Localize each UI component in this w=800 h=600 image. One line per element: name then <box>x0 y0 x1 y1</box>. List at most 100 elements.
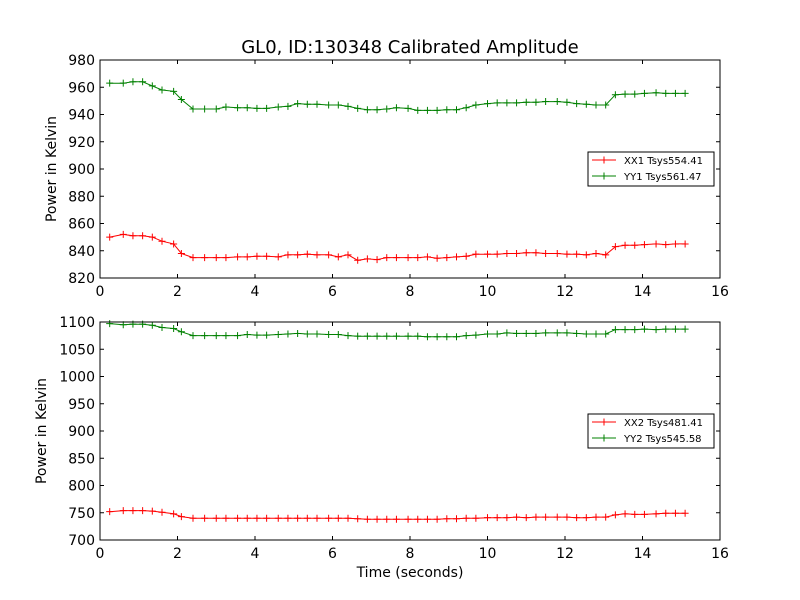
data-point <box>662 509 670 517</box>
data-point <box>222 254 230 262</box>
data-point <box>433 333 441 341</box>
data-point <box>170 87 178 95</box>
data-point <box>592 330 600 338</box>
data-point <box>453 253 460 261</box>
data-point <box>503 514 511 522</box>
x-tick-label: 12 <box>556 546 574 562</box>
data-point <box>681 509 689 517</box>
data-point <box>274 253 282 261</box>
legend-label: YY2 Tsys545.58 <box>623 434 702 445</box>
data-point <box>414 515 422 523</box>
data-point <box>542 329 550 337</box>
series-line-xx2 <box>109 510 686 520</box>
data-point <box>484 250 491 258</box>
x-tick-label: 8 <box>406 284 415 300</box>
data-point <box>177 328 185 336</box>
data-point <box>263 252 271 260</box>
data-point <box>243 253 251 261</box>
data-point <box>363 332 371 340</box>
top-axes: 0 2 4 6 8 10 12 14 16 820 840 860 880 900 920 940 960 980… <box>44 53 729 300</box>
data-point <box>106 320 114 328</box>
data-point <box>392 332 400 340</box>
data-point <box>532 513 540 521</box>
data-point <box>383 515 391 523</box>
data-point <box>303 100 311 108</box>
data-point <box>472 101 480 109</box>
data-point <box>222 103 230 111</box>
data-point <box>392 254 400 262</box>
data-point <box>119 507 127 515</box>
data-point <box>443 106 451 114</box>
data-point <box>484 514 491 522</box>
legend-marker <box>600 434 608 442</box>
data-point <box>404 254 412 262</box>
data-point <box>462 252 470 260</box>
data-point <box>532 249 540 257</box>
data-point <box>313 100 321 108</box>
data-point <box>542 249 550 257</box>
data-point <box>284 251 292 259</box>
data-point <box>354 515 362 523</box>
data-point <box>433 254 441 262</box>
y-tick-label: 900 <box>68 424 95 440</box>
data-point <box>532 329 540 337</box>
data-point <box>652 240 660 248</box>
x-tick-label: 16 <box>711 546 729 562</box>
data-point <box>177 513 185 521</box>
data-point <box>563 98 571 106</box>
y-tick-label: 980 <box>68 53 95 69</box>
data-point <box>294 514 302 522</box>
data-point <box>344 514 352 522</box>
data-point <box>325 251 333 259</box>
data-point <box>563 329 571 337</box>
data-point <box>652 510 660 518</box>
data-point <box>423 333 431 341</box>
data-point <box>170 510 178 518</box>
data-point <box>284 514 292 522</box>
data-point <box>671 509 679 517</box>
data-point <box>234 332 242 340</box>
y-tick-label: 920 <box>68 135 95 151</box>
data-point <box>119 230 127 238</box>
data-point <box>263 331 271 339</box>
data-point <box>503 99 511 107</box>
data-point <box>383 105 391 113</box>
data-point <box>443 333 451 341</box>
x-tick-label: 0 <box>96 284 105 300</box>
x-tick-label: 4 <box>251 546 260 562</box>
y-tick-label: 850 <box>68 451 95 467</box>
data-point <box>363 255 371 263</box>
data-point <box>414 254 422 262</box>
y-axis-label: Power in Kelvin <box>44 116 60 222</box>
data-point <box>453 515 460 523</box>
y-tick-label: 950 <box>68 397 95 413</box>
data-point <box>573 250 581 258</box>
data-point <box>189 514 197 522</box>
data-point <box>325 331 333 339</box>
data-point <box>373 332 381 340</box>
data-point <box>129 507 137 515</box>
data-point <box>313 251 321 259</box>
data-point <box>294 251 302 259</box>
data-point <box>201 254 209 262</box>
data-point <box>423 106 431 114</box>
series-line-yy1 <box>109 81 686 111</box>
data-point <box>542 513 550 521</box>
data-point <box>592 513 600 521</box>
y-tick-label: 940 <box>68 108 95 124</box>
data-point <box>621 241 629 249</box>
data-point <box>573 100 581 108</box>
data-point <box>433 106 441 114</box>
data-point <box>513 99 521 107</box>
data-point <box>640 510 648 518</box>
data-point <box>344 251 352 259</box>
data-point <box>493 99 501 107</box>
legend-marker <box>600 418 608 426</box>
data-point <box>611 326 619 334</box>
y-tick-label: 750 <box>68 506 95 522</box>
data-point <box>148 82 156 90</box>
data-point <box>592 101 600 109</box>
data-point <box>484 100 491 108</box>
y-tick-label: 800 <box>68 479 95 495</box>
data-point <box>334 253 342 261</box>
